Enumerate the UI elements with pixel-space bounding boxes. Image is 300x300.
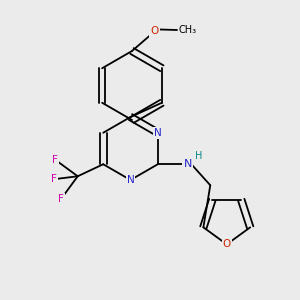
Text: F: F (58, 194, 64, 204)
Text: N: N (154, 128, 162, 138)
Text: F: F (51, 174, 57, 184)
Text: H: H (196, 151, 203, 161)
Text: N: N (184, 159, 192, 169)
Text: F: F (52, 155, 58, 165)
Text: O: O (223, 239, 231, 249)
Text: N: N (127, 175, 134, 185)
Text: CH₃: CH₃ (178, 25, 196, 35)
Text: O: O (150, 26, 159, 37)
